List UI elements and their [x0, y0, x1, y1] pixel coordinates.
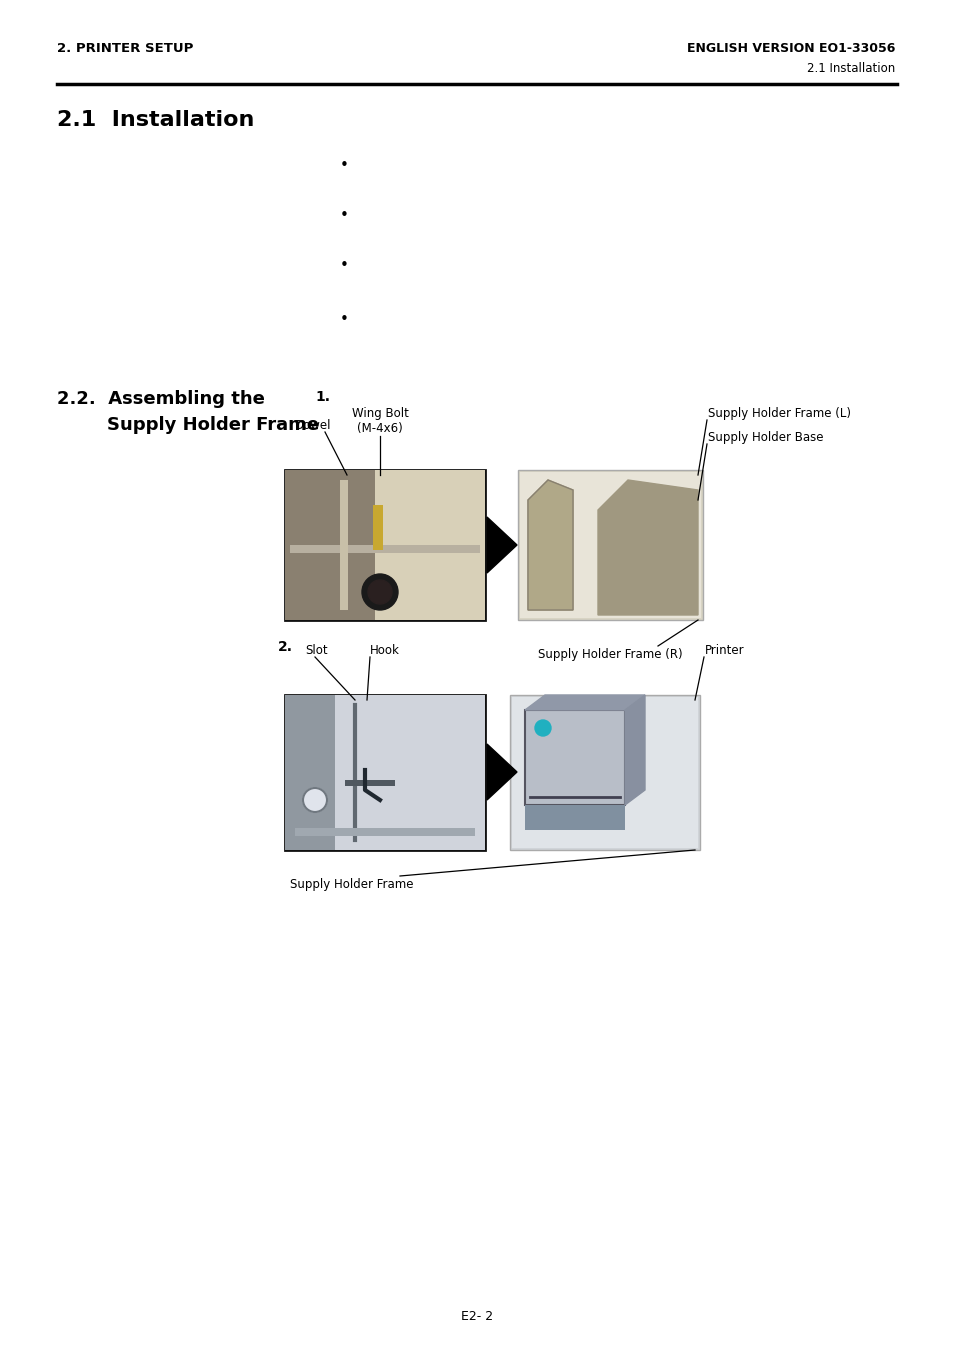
Polygon shape [598, 480, 698, 615]
Bar [285, 470, 375, 620]
Circle shape [361, 574, 397, 611]
Text: Hook: Hook [370, 644, 399, 657]
Text: 2.1  Installation: 2.1 Installation [57, 109, 254, 130]
Bar [290, 544, 479, 553]
Bar [517, 470, 702, 620]
Text: Dowel: Dowel [294, 419, 331, 432]
Text: (M-4x6): (M-4x6) [356, 422, 402, 435]
Text: Supply Holder Frame: Supply Holder Frame [290, 878, 413, 892]
Text: •: • [339, 208, 349, 223]
Bar [294, 828, 475, 836]
Polygon shape [486, 517, 517, 573]
Bar [285, 694, 335, 850]
Text: E2- 2: E2- 2 [460, 1310, 493, 1323]
Circle shape [303, 788, 327, 812]
Bar [375, 470, 484, 620]
Circle shape [535, 720, 551, 736]
Bar [345, 781, 395, 786]
Text: 2.1 Installation: 2.1 Installation [806, 62, 894, 76]
Bar [510, 694, 700, 850]
Bar [373, 505, 382, 550]
Bar [524, 711, 624, 805]
Bar [512, 697, 698, 848]
Polygon shape [486, 744, 517, 800]
Text: Supply Holder Base: Supply Holder Base [707, 431, 822, 444]
Text: Wing Bolt: Wing Bolt [352, 407, 408, 420]
Text: 1.: 1. [314, 390, 330, 404]
Text: Printer: Printer [704, 644, 744, 657]
Bar [285, 470, 484, 620]
Polygon shape [524, 694, 644, 711]
Bar [524, 805, 624, 830]
Text: 2. PRINTER SETUP: 2. PRINTER SETUP [57, 42, 193, 55]
Text: 2.2.  Assembling the: 2.2. Assembling the [57, 390, 265, 408]
Text: 2.: 2. [277, 640, 293, 654]
Text: •: • [339, 312, 349, 327]
Text: Supply Holder Frame (L): Supply Holder Frame (L) [707, 407, 850, 420]
Polygon shape [527, 480, 573, 611]
Bar [339, 480, 348, 611]
Text: •: • [339, 158, 349, 173]
Bar [519, 471, 700, 617]
Text: ENGLISH VERSION EO1-33056: ENGLISH VERSION EO1-33056 [686, 42, 894, 55]
Bar [335, 694, 484, 850]
Bar [285, 694, 484, 850]
Circle shape [368, 580, 392, 604]
Text: •: • [339, 258, 349, 273]
Text: Supply Holder Frame (R): Supply Holder Frame (R) [537, 648, 682, 661]
Text: Supply Holder Frame: Supply Holder Frame [57, 416, 319, 434]
Text: Slot: Slot [305, 644, 327, 657]
Polygon shape [624, 694, 644, 805]
